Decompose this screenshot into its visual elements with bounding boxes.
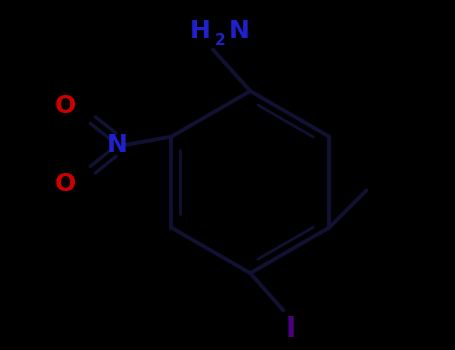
Text: H: H: [190, 20, 211, 43]
Text: I: I: [285, 315, 296, 343]
Text: 2: 2: [215, 33, 226, 48]
Text: O: O: [55, 172, 76, 196]
Text: N: N: [107, 133, 128, 157]
Text: N: N: [229, 20, 250, 43]
Text: O: O: [55, 93, 76, 118]
